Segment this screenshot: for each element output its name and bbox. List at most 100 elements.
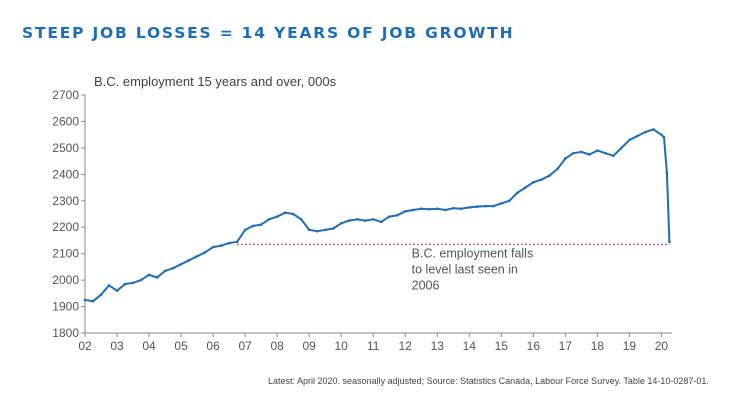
- data-point: [532, 180, 535, 184]
- x-tick-label: 10: [335, 339, 349, 353]
- data-point: [395, 214, 399, 217]
- data-point: [283, 211, 287, 214]
- data-point: [243, 228, 247, 232]
- data-point: [662, 136, 666, 139]
- data-point: [363, 219, 367, 222]
- data-point: [604, 151, 607, 155]
- data-point: [299, 217, 303, 221]
- data-point: [665, 171, 669, 175]
- data-point: [435, 207, 439, 211]
- data-point: [492, 204, 495, 208]
- y-tick-label: 2000: [52, 273, 79, 287]
- data-point: [227, 241, 231, 245]
- data-point: [155, 276, 159, 279]
- data-point: [147, 273, 151, 277]
- x-tick-label: 19: [623, 339, 637, 353]
- data-point: [628, 138, 631, 142]
- data-point: [644, 130, 647, 134]
- data-point: [355, 217, 359, 221]
- data-point: [620, 146, 623, 150]
- annotation-line: B.C. employment falls: [412, 247, 534, 261]
- data-point: [596, 149, 599, 152]
- data-point: [267, 217, 271, 221]
- data-point: [179, 262, 183, 266]
- data-point: [323, 228, 327, 232]
- y-tick-label: 1900: [52, 300, 79, 314]
- data-point: [524, 186, 527, 189]
- x-tick-label: 20: [655, 339, 669, 353]
- x-tick-label: 05: [174, 339, 188, 353]
- data-point: [107, 284, 111, 287]
- data-point: [203, 251, 207, 254]
- y-tick-label: 2400: [52, 167, 79, 181]
- x-tick-label: 04: [142, 339, 156, 353]
- data-point: [219, 244, 223, 248]
- data-point: [636, 134, 639, 138]
- data-point: [187, 258, 191, 262]
- chart-subtitle: B.C. employment 15 years and over, 000s: [94, 74, 337, 89]
- data-point: [259, 223, 263, 226]
- x-tick-label: 16: [527, 339, 541, 353]
- y-tick-label: 2300: [52, 194, 79, 208]
- data-point: [540, 178, 543, 181]
- data-point: [572, 151, 575, 155]
- data-point: [580, 150, 583, 154]
- data-point: [171, 266, 175, 270]
- data-point: [467, 206, 471, 209]
- data-point: [484, 204, 487, 208]
- data-point: [443, 208, 447, 212]
- annotation-line: to level last seen in: [412, 263, 518, 277]
- x-tick-label: 07: [238, 339, 252, 353]
- data-point: [387, 215, 391, 218]
- data-point: [131, 281, 135, 285]
- data-point: [500, 202, 503, 205]
- data-point: [612, 154, 615, 158]
- data-point: [459, 207, 463, 211]
- x-tick-label: 02: [78, 339, 92, 353]
- data-point: [652, 128, 655, 131]
- data-point: [331, 227, 335, 230]
- data-point: [411, 208, 415, 212]
- data-point: [315, 229, 319, 233]
- data-point: [419, 207, 423, 211]
- series-group: [83, 128, 671, 303]
- source-footnote: Latest: April 2020. seasonally adjusted;…: [268, 376, 709, 386]
- y-tick-label: 2100: [52, 247, 79, 261]
- data-point: [564, 157, 567, 160]
- x-tick-label: 12: [399, 339, 413, 353]
- data-point: [588, 153, 591, 156]
- data-point: [427, 207, 431, 211]
- y-axis: 1800 1900 2000 2100 2200 2300 2400 2500 2600 2700: [52, 88, 86, 340]
- data-point: [371, 217, 375, 221]
- data-point: [139, 278, 143, 282]
- x-tick-label: 17: [559, 339, 573, 353]
- y-tick-label: 2700: [52, 88, 79, 102]
- x-tick-label: 18: [591, 339, 605, 353]
- data-point: [347, 219, 351, 222]
- data-point: [516, 191, 519, 195]
- data-point: [83, 298, 87, 302]
- data-point: [379, 220, 383, 224]
- y-tick-label: 2200: [52, 220, 79, 234]
- data-point: [195, 255, 199, 258]
- annotation-line: 2006: [412, 279, 440, 293]
- x-tick-label: 15: [495, 339, 509, 353]
- x-tick-label: 08: [270, 339, 284, 353]
- data-point: [403, 210, 407, 213]
- y-tick-label: 2600: [52, 114, 79, 128]
- data-point: [235, 240, 239, 244]
- y-tick-label: 2500: [52, 141, 79, 155]
- data-point: [660, 133, 663, 136]
- data-point: [123, 282, 127, 286]
- headline: STEEP JOB LOSSES = 14 YEARS OF JOB GROWT…: [22, 24, 515, 42]
- data-point: [451, 206, 455, 210]
- data-point: [339, 221, 343, 225]
- data-point: [556, 167, 559, 171]
- x-tick-label: 11: [367, 339, 380, 353]
- x-tick-label: 03: [110, 339, 124, 353]
- data-point: [475, 205, 479, 208]
- data-point: [307, 228, 311, 232]
- data-point: [91, 299, 95, 303]
- x-axis: 02 03 04 05 06 07 08 09 10 11 12 13 14 15 16 17 18 19 20: [78, 332, 672, 353]
